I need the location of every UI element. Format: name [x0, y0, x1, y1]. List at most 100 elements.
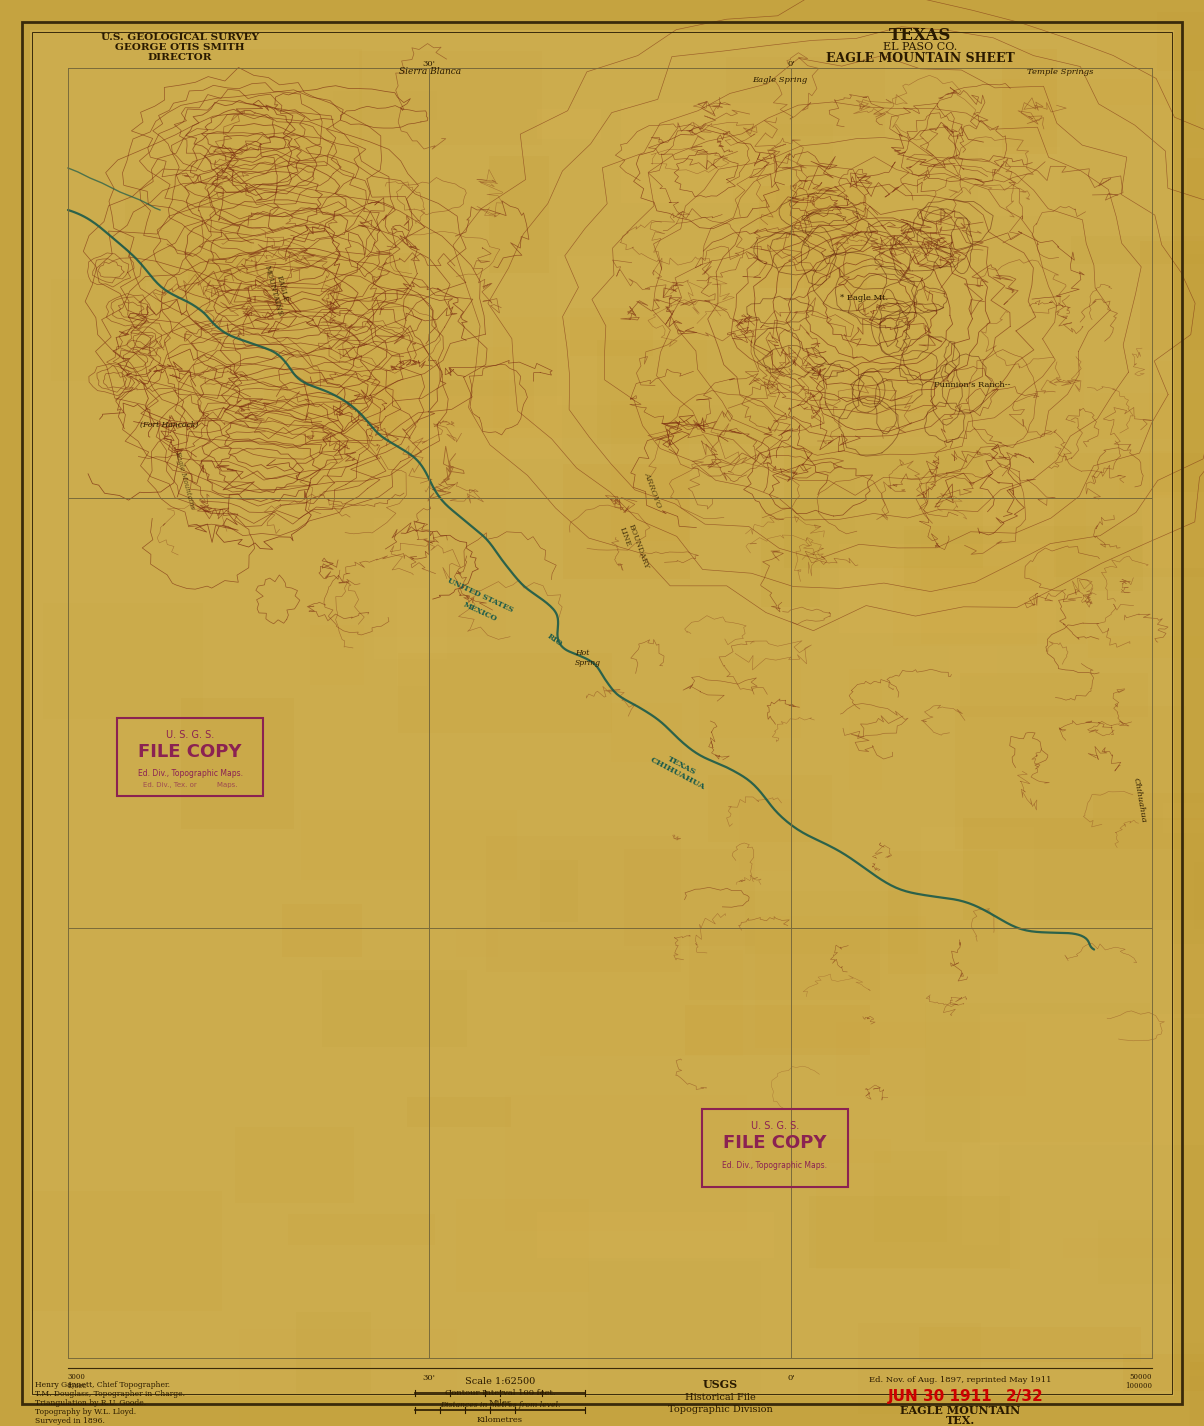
- Bar: [1171, 1343, 1204, 1370]
- Bar: [1120, 451, 1190, 498]
- Bar: [925, 1002, 1150, 1142]
- Text: Punnion's Ranch--: Punnion's Ranch--: [933, 381, 1010, 389]
- Bar: [978, 147, 1060, 215]
- Bar: [960, 673, 1149, 717]
- Bar: [537, 108, 601, 140]
- Bar: [288, 1214, 435, 1245]
- Bar: [596, 339, 777, 445]
- Bar: [31, 1191, 222, 1310]
- Text: (Fort Hancock): (Fort Hancock): [140, 421, 199, 429]
- Text: Historical File: Historical File: [685, 1393, 755, 1402]
- Text: Ed. Div., Tex. or         Maps.: Ed. Div., Tex. or Maps.: [143, 781, 237, 789]
- Bar: [1122, 1355, 1204, 1390]
- Text: Eagle Mountains: Eagle Mountains: [173, 451, 196, 511]
- Text: Henry Gannett, Chief Topographer.: Henry Gannett, Chief Topographer.: [35, 1380, 170, 1389]
- Text: Eagle Spring: Eagle Spring: [752, 76, 808, 84]
- Bar: [1003, 48, 1057, 154]
- Bar: [30, 702, 176, 799]
- Bar: [759, 185, 867, 288]
- Bar: [396, 588, 427, 686]
- Text: * Eagle Mt.: * Eagle Mt.: [840, 294, 889, 302]
- Bar: [809, 1196, 1010, 1268]
- Text: 3000
ft/sec: 3000 ft/sec: [67, 1373, 88, 1390]
- Text: Contour Interval 100 feet.: Contour Interval 100 feet.: [444, 1389, 555, 1397]
- Bar: [839, 545, 1056, 633]
- Text: RIO: RIO: [545, 632, 565, 647]
- Bar: [962, 1144, 999, 1245]
- Text: USGS: USGS: [702, 1379, 738, 1390]
- Bar: [1099, 36, 1204, 106]
- Bar: [784, 446, 982, 568]
- Bar: [1143, 492, 1204, 568]
- Bar: [309, 625, 364, 686]
- Bar: [52, 279, 146, 381]
- Bar: [858, 1323, 981, 1415]
- Text: JUN 30 1911: JUN 30 1911: [887, 1389, 992, 1403]
- Bar: [624, 848, 755, 947]
- Text: Scale 1:62500: Scale 1:62500: [465, 1378, 535, 1386]
- Bar: [955, 706, 1186, 848]
- Bar: [919, 1328, 1141, 1362]
- Bar: [1186, 148, 1204, 254]
- Text: Ed. Div., Topographic Maps.: Ed. Div., Topographic Maps.: [137, 770, 242, 779]
- Text: TEX.: TEX.: [945, 1415, 974, 1426]
- Text: U. S. G. S.: U. S. G. S.: [751, 1121, 799, 1131]
- Bar: [57, 84, 157, 163]
- Text: Chihuahua: Chihuahua: [1132, 777, 1147, 823]
- Bar: [486, 837, 680, 973]
- Bar: [751, 1138, 891, 1164]
- Bar: [455, 1199, 589, 1292]
- Text: 50000
100000: 50000 100000: [1125, 1373, 1152, 1390]
- Text: 30': 30': [423, 60, 436, 68]
- Text: Ed. Div., Topographic Maps.: Ed. Div., Topographic Maps.: [722, 1161, 827, 1169]
- Text: 30': 30': [423, 1375, 436, 1382]
- Bar: [220, 48, 362, 170]
- Bar: [321, 970, 467, 1047]
- Text: FILE COPY: FILE COPY: [138, 743, 242, 761]
- Bar: [726, 57, 885, 135]
- Bar: [303, 347, 509, 491]
- Text: TEXAS: TEXAS: [889, 27, 951, 44]
- Bar: [921, 499, 1086, 643]
- Text: Ed. Nov. of Aug. 1897, reprinted May 1911: Ed. Nov. of Aug. 1897, reprinted May 191…: [869, 1376, 1051, 1385]
- Bar: [856, 359, 1085, 438]
- Bar: [360, 51, 542, 145]
- Text: Temple Springs: Temple Springs: [1027, 68, 1093, 76]
- Text: Sierra Blanca: Sierra Blanca: [399, 67, 461, 77]
- Bar: [489, 157, 549, 274]
- Bar: [1099, 623, 1144, 692]
- Bar: [733, 124, 832, 224]
- Bar: [539, 860, 578, 923]
- Bar: [610, 401, 689, 540]
- Bar: [698, 657, 801, 739]
- Text: T.M. Douglass, Topographer in Charge.: T.M. Douglass, Topographer in Charge.: [35, 1390, 185, 1397]
- Bar: [836, 1022, 1027, 1097]
- Bar: [455, 927, 497, 957]
- Bar: [301, 810, 518, 880]
- Bar: [610, 703, 681, 761]
- Text: U. S. G. S.: U. S. G. S.: [166, 730, 214, 740]
- Bar: [125, 180, 252, 281]
- Bar: [874, 1151, 948, 1242]
- Text: DIRECTOR: DIRECTOR: [148, 54, 212, 63]
- Bar: [849, 669, 881, 790]
- Text: Triangulation by R.U. Goode.: Triangulation by R.U. Goode.: [35, 1399, 146, 1407]
- Bar: [685, 1005, 869, 1055]
- Bar: [1072, 235, 1204, 264]
- Text: MEXICO: MEXICO: [461, 600, 498, 623]
- Bar: [621, 103, 775, 202]
- Bar: [921, 827, 1034, 928]
- Bar: [240, 1329, 458, 1426]
- Text: Miles: Miles: [489, 1399, 512, 1407]
- Bar: [904, 526, 1143, 590]
- Text: 0': 0': [787, 60, 795, 68]
- Bar: [563, 465, 690, 579]
- Bar: [309, 171, 429, 234]
- Bar: [1171, 944, 1204, 1018]
- Text: TEXAS
CHIHUAHUA: TEXAS CHIHUAHUA: [649, 749, 712, 791]
- Bar: [326, 355, 390, 476]
- Bar: [1163, 803, 1204, 833]
- Text: EAGLE MOUNTAIN SHEET: EAGLE MOUNTAIN SHEET: [826, 51, 1015, 64]
- Bar: [373, 518, 447, 659]
- Text: Distances in metres from level.: Distances in metres from level.: [439, 1400, 560, 1409]
